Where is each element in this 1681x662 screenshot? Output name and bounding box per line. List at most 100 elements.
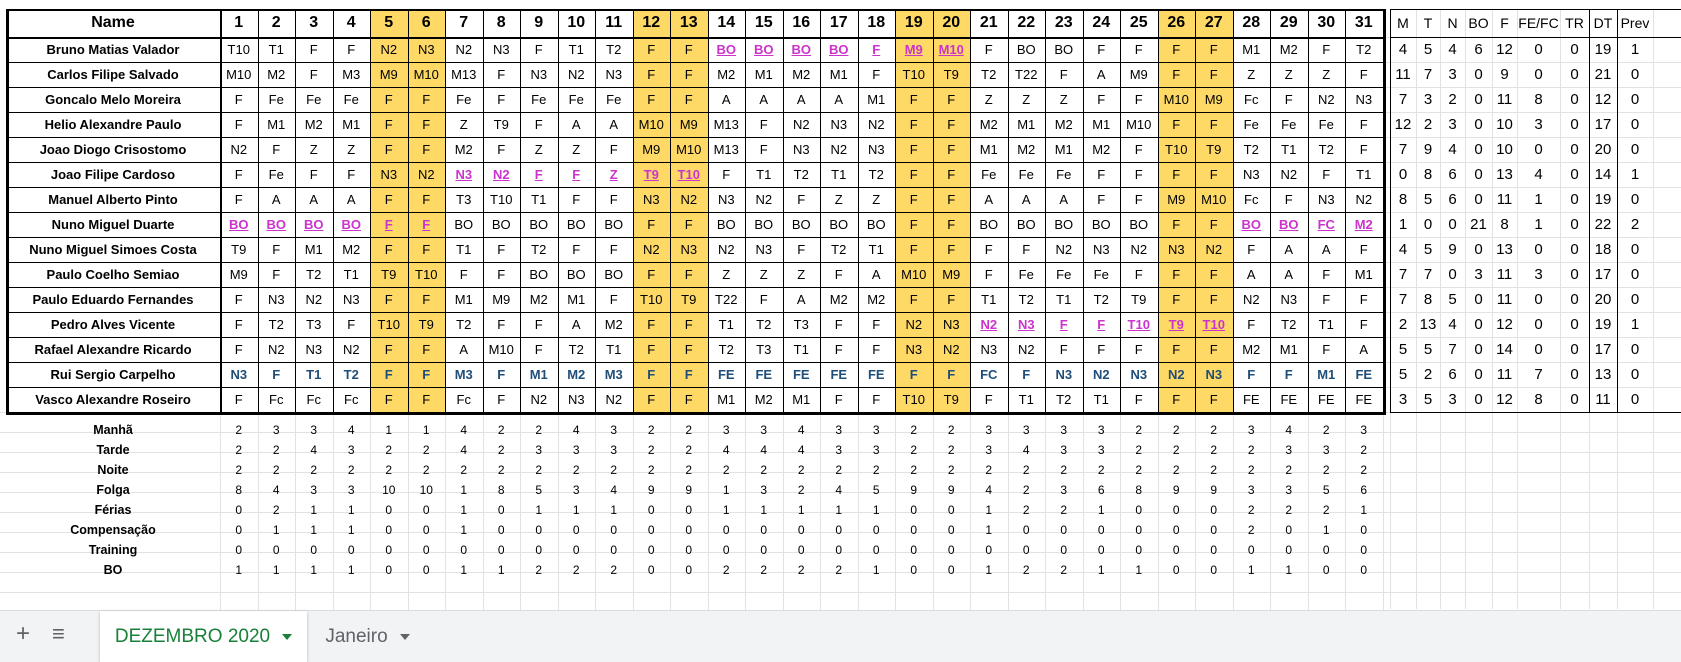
shift-cell[interactable]: F xyxy=(384,142,393,157)
summary-value[interactable]: 1 xyxy=(797,503,805,517)
summary-value[interactable]: 4 xyxy=(347,423,355,437)
shift-cell[interactable]: FE xyxy=(1242,392,1260,407)
shift-cell[interactable]: M3 xyxy=(604,367,623,382)
shift-cell[interactable]: N2 xyxy=(530,392,548,407)
shift-cell[interactable]: Z xyxy=(572,142,581,157)
shift-cell[interactable]: A xyxy=(459,342,469,357)
shift-cell[interactable]: M1 xyxy=(1279,342,1298,357)
stat-cell[interactable]: 0 xyxy=(1570,291,1579,308)
shift-cell[interactable]: T2 xyxy=(981,67,997,82)
summary-value[interactable]: 0 xyxy=(1022,523,1030,537)
shift-cell[interactable]: Z xyxy=(984,92,993,107)
shift-cell[interactable]: F xyxy=(1172,292,1181,307)
day-header[interactable]: 23 xyxy=(1054,14,1073,31)
shift-cell[interactable]: Z xyxy=(759,267,768,282)
shift-cell[interactable]: F xyxy=(384,217,393,232)
summary-value[interactable]: 0 xyxy=(872,543,880,557)
shift-cell[interactable]: Fe xyxy=(1056,167,1072,182)
summary-value[interactable]: 2 xyxy=(272,463,280,477)
summary-value[interactable]: 2 xyxy=(1322,503,1330,517)
shift-cell[interactable]: A xyxy=(1284,242,1294,257)
summary-value[interactable]: 4 xyxy=(797,423,805,437)
shift-cell[interactable]: BO xyxy=(491,217,511,232)
shift-cell[interactable]: T9 xyxy=(681,292,697,307)
shift-cell[interactable]: F xyxy=(422,142,431,157)
stat-cell[interactable]: 7 xyxy=(1398,266,1408,283)
day-header[interactable]: 28 xyxy=(1242,14,1261,31)
shift-cell[interactable]: F xyxy=(647,367,656,382)
add-sheet-button[interactable]: + xyxy=(16,622,30,646)
stat-cell[interactable]: 0 xyxy=(1630,241,1640,258)
stat-cell[interactable]: 0 xyxy=(1630,116,1640,133)
shift-cell[interactable]: M1 xyxy=(342,117,361,132)
summary-value[interactable]: 2 xyxy=(835,563,843,577)
employee-name[interactable]: Joao Diogo Crisostomo xyxy=(39,142,187,157)
summary-value[interactable]: 2 xyxy=(1022,503,1030,517)
employee-name[interactable]: Nuno Miguel Simoes Costa xyxy=(29,242,197,257)
shift-cell[interactable]: F xyxy=(872,67,881,82)
summary-value[interactable]: 3 xyxy=(760,483,768,497)
shift-cell[interactable]: Fe xyxy=(531,92,547,107)
shift-cell[interactable]: T9 xyxy=(1168,317,1184,332)
shift-cell[interactable]: A xyxy=(796,92,806,107)
summary-value[interactable]: 2 xyxy=(910,423,918,437)
stat-cell[interactable]: 4 xyxy=(1448,41,1457,58)
stat-header[interactable]: DT xyxy=(1593,15,1613,31)
summary-value[interactable]: 0 xyxy=(347,543,355,557)
shift-cell[interactable]: T1 xyxy=(306,367,322,382)
shift-cell[interactable]: T1 xyxy=(606,342,622,357)
shift-cell[interactable]: M9 xyxy=(679,117,698,132)
shift-cell[interactable]: N2 xyxy=(492,167,510,182)
summary-value[interactable]: 2 xyxy=(1135,443,1143,457)
shift-cell[interactable]: Z xyxy=(834,192,843,207)
shift-cell[interactable]: F xyxy=(1209,267,1218,282)
shift-cell[interactable]: F xyxy=(384,342,393,357)
summary-label[interactable]: BO xyxy=(103,563,123,577)
shift-cell[interactable]: M2 xyxy=(717,67,736,82)
summary-value[interactable]: 2 xyxy=(1247,503,1255,517)
day-header[interactable]: 5 xyxy=(384,14,394,31)
summary-value[interactable]: 2 xyxy=(835,463,843,477)
summary-value[interactable]: 1 xyxy=(1097,503,1105,517)
shift-cell[interactable]: F xyxy=(422,242,431,257)
shift-cell[interactable]: F xyxy=(647,92,656,107)
summary-label[interactable]: Compensação xyxy=(70,523,156,537)
shift-cell[interactable]: F xyxy=(684,92,693,107)
stat-cell[interactable]: 3 xyxy=(1423,91,1433,108)
summary-value[interactable]: 9 xyxy=(1172,483,1180,497)
shift-cell[interactable]: M9 xyxy=(1167,192,1186,207)
summary-value[interactable]: 0 xyxy=(235,523,243,537)
stat-cell[interactable]: 17 xyxy=(1594,341,1612,358)
shift-cell[interactable]: T1 xyxy=(1018,392,1034,407)
day-header[interactable]: 17 xyxy=(829,14,848,31)
summary-value[interactable]: 2 xyxy=(497,423,505,437)
shift-cell[interactable]: F xyxy=(684,267,693,282)
shift-cell[interactable]: A xyxy=(834,92,844,107)
shift-cell[interactable]: M2 xyxy=(1242,342,1261,357)
stat-cell[interactable]: 0 xyxy=(1570,41,1579,58)
summary-value[interactable]: 4 xyxy=(1285,423,1293,437)
shift-cell[interactable]: F xyxy=(647,42,656,57)
shift-cell[interactable]: F xyxy=(272,267,281,282)
shift-cell[interactable]: A xyxy=(984,192,994,207)
shift-cell[interactable]: M1 xyxy=(1054,142,1073,157)
shift-cell[interactable]: FE xyxy=(1280,392,1298,407)
shift-cell[interactable]: F xyxy=(1284,92,1293,107)
shift-cell[interactable]: M10 xyxy=(1126,117,1152,132)
shift-cell[interactable]: BO xyxy=(1279,217,1299,232)
shift-cell[interactable]: F xyxy=(422,342,431,357)
shift-cell[interactable]: F xyxy=(347,42,356,57)
shift-cell[interactable]: Fe xyxy=(981,167,997,182)
shift-cell[interactable]: T2 xyxy=(718,342,734,357)
summary-value[interactable]: 1 xyxy=(460,563,468,577)
shift-cell[interactable]: Fe xyxy=(1018,267,1034,282)
day-header[interactable]: 19 xyxy=(904,14,923,31)
shift-cell[interactable]: N2 xyxy=(1317,92,1335,107)
shift-cell[interactable]: Fe xyxy=(1281,117,1297,132)
summary-value[interactable]: 1 xyxy=(460,523,468,537)
shift-cell[interactable]: BO xyxy=(829,217,849,232)
summary-value[interactable]: 0 xyxy=(1210,543,1218,557)
shift-cell[interactable]: F xyxy=(1097,92,1106,107)
shift-cell[interactable]: BO xyxy=(716,42,737,57)
day-header[interactable]: 9 xyxy=(534,14,544,31)
